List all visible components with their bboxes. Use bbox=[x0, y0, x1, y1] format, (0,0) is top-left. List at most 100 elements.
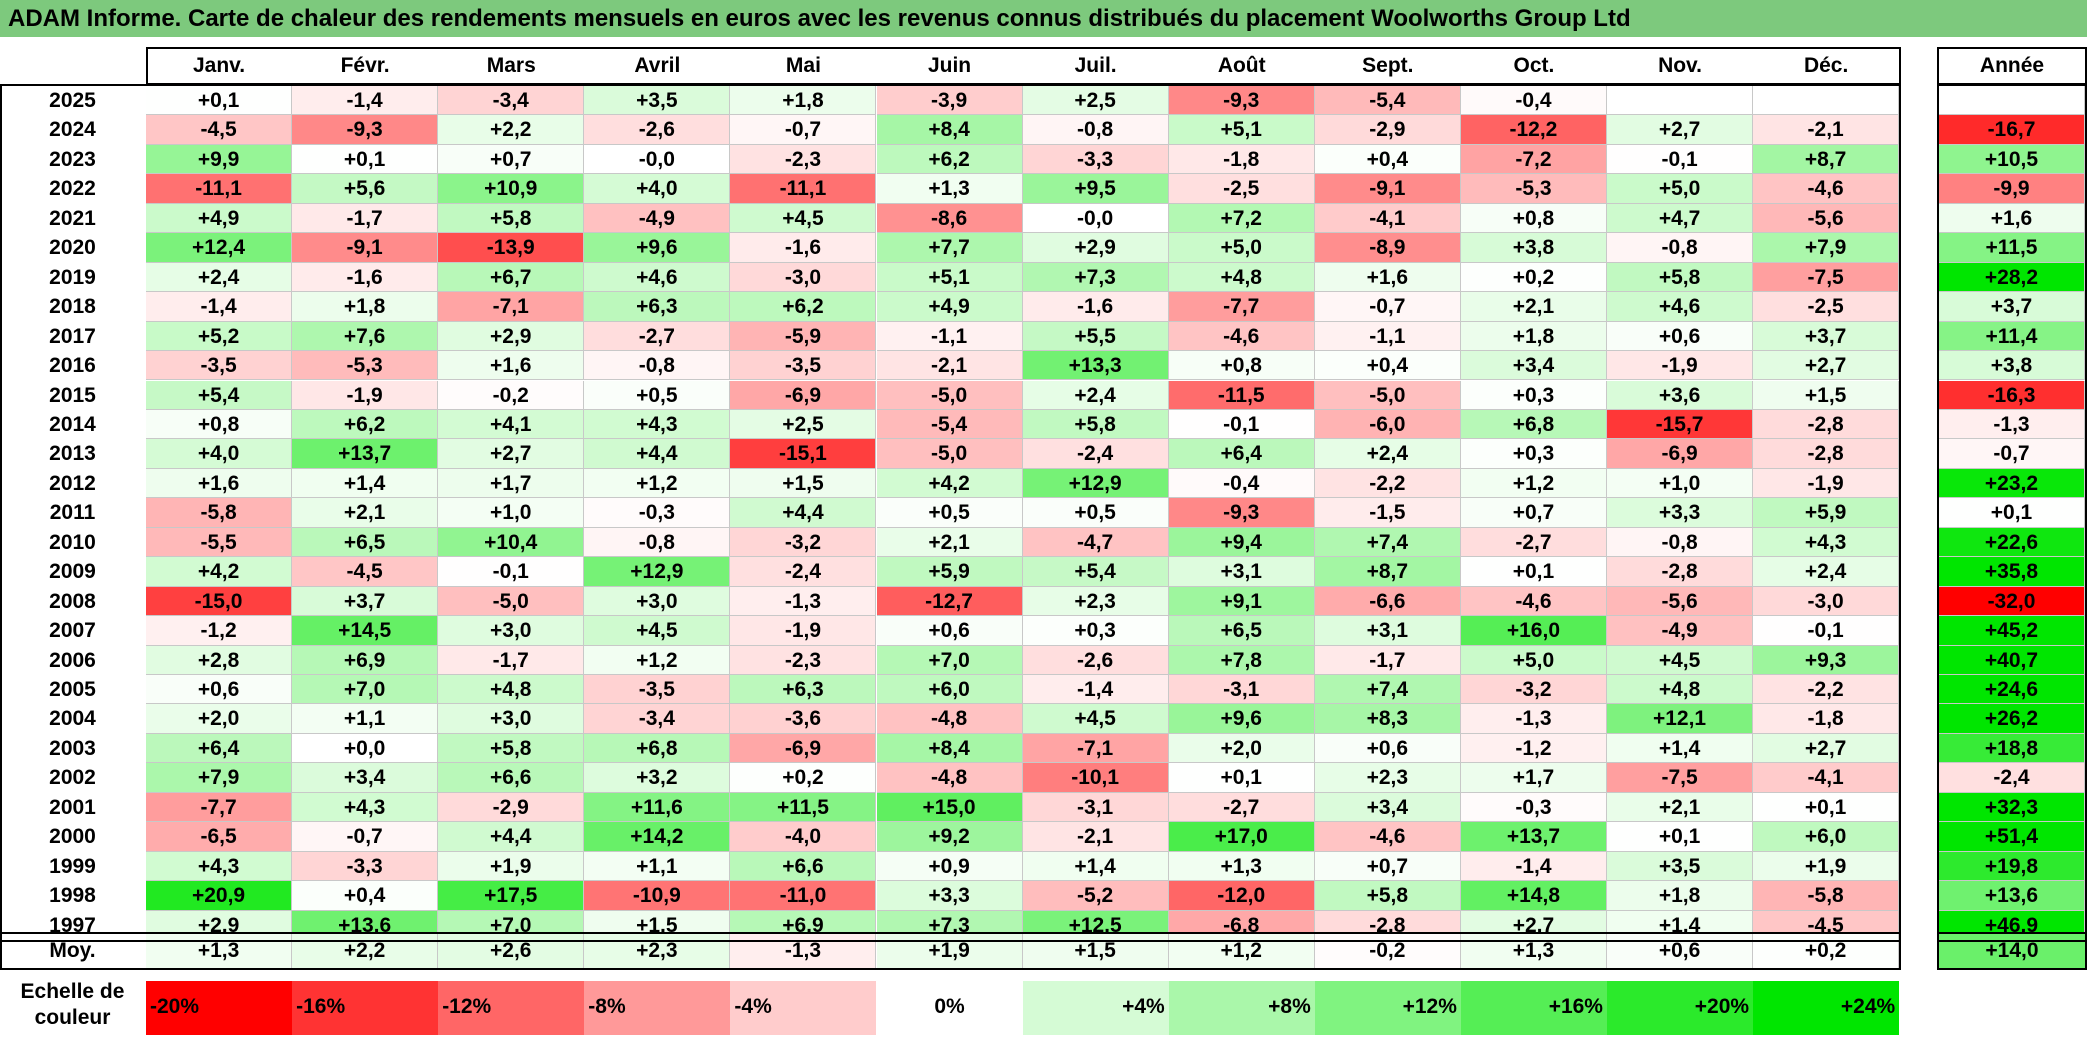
heatmap-cell: -4,8 bbox=[876, 763, 1023, 793]
heatmap-cell: -7,7 bbox=[146, 792, 293, 823]
average-cell: +1,2 bbox=[1168, 934, 1315, 968]
heatmap-cell: +0,8 bbox=[1168, 351, 1315, 381]
year-cell: -16,7 bbox=[1939, 115, 2085, 145]
year-cell: +45,2 bbox=[1939, 616, 2085, 646]
heatmap-cell: +5,8 bbox=[438, 733, 585, 764]
heatmap-cell: +1,2 bbox=[584, 468, 731, 499]
heatmap-cell: +5,8 bbox=[438, 203, 585, 234]
year-cell: +0,1 bbox=[1939, 498, 2085, 528]
heatmap-cell: +7,3 bbox=[1022, 262, 1169, 293]
column-header: Nov. bbox=[1607, 49, 1754, 83]
column-header: Mars bbox=[438, 49, 585, 83]
heatmap-cell: -1,4 bbox=[292, 86, 439, 116]
heatmap-cell: +2,5 bbox=[1022, 86, 1169, 116]
row-label: 2019 bbox=[0, 262, 145, 293]
heatmap-cell: +2,4 bbox=[146, 262, 293, 293]
year-cell: -16,3 bbox=[1939, 380, 2085, 410]
heatmap-cell: -3,2 bbox=[1460, 675, 1607, 705]
heatmap-cell: +1,6 bbox=[438, 351, 585, 381]
heatmap-cell: +9,6 bbox=[1168, 704, 1315, 734]
heatmap-cell: -0,7 bbox=[730, 115, 877, 145]
heatmap-cell: +1,3 bbox=[1168, 851, 1315, 882]
heatmap-cell: -5,0 bbox=[438, 586, 585, 617]
heatmap-cell: -6,6 bbox=[1314, 586, 1461, 617]
heatmap-cell: +7,4 bbox=[1314, 675, 1461, 705]
heatmap-cell: -2,5 bbox=[1168, 174, 1315, 204]
heatmap-cell: +0,3 bbox=[1022, 616, 1169, 646]
heatmap-cell: +2,9 bbox=[438, 321, 585, 352]
row-label: 2011 bbox=[0, 498, 145, 528]
heatmap-cell: -0,3 bbox=[1460, 792, 1607, 823]
row-label: 2022 bbox=[0, 174, 145, 204]
average-cell: +0,6 bbox=[1607, 934, 1754, 968]
heatmap-cell: +12,9 bbox=[1022, 468, 1169, 499]
column-header: Oct. bbox=[1460, 49, 1607, 83]
heatmap-cell: +4,6 bbox=[1607, 292, 1754, 322]
year-cell: +22,6 bbox=[1939, 527, 2085, 558]
heatmap-cell: +9,9 bbox=[146, 144, 293, 175]
heatmap-cell: -4,6 bbox=[1460, 586, 1607, 617]
row-label: 2001 bbox=[0, 792, 145, 823]
heatmap-cell: -1,7 bbox=[1314, 645, 1461, 675]
heatmap-cell: +1,0 bbox=[1607, 468, 1754, 499]
heatmap-cell: +16,0 bbox=[1460, 616, 1607, 646]
heatmap-cell: -0,0 bbox=[584, 144, 731, 175]
row-label: 2003 bbox=[0, 733, 145, 764]
year-cell: -9,9 bbox=[1939, 174, 2085, 204]
row-label: 2025 bbox=[0, 86, 145, 116]
heatmap-cell: -2,7 bbox=[1460, 527, 1607, 558]
year-cell: -2,4 bbox=[1939, 763, 2085, 793]
heatmap-cell: -6,5 bbox=[146, 822, 293, 852]
heatmap-cell: -2,1 bbox=[876, 351, 1023, 381]
heatmap-cell: +7,6 bbox=[292, 321, 439, 352]
heatmap-cell: -15,1 bbox=[730, 439, 877, 469]
heatmap-cell: -0,0 bbox=[1022, 203, 1169, 234]
column-header: Juin bbox=[876, 49, 1023, 83]
heatmap-cell: -2,6 bbox=[584, 115, 731, 145]
heatmap-cell: -0,1 bbox=[1607, 144, 1754, 175]
heatmap-cell: +4,5 bbox=[1022, 704, 1169, 734]
heatmap-cell: -9,1 bbox=[292, 233, 439, 263]
scale-swatch: +4% bbox=[1022, 981, 1169, 1035]
heatmap-cell: -5,3 bbox=[292, 351, 439, 381]
heatmap-cell: -1,6 bbox=[730, 233, 877, 263]
heatmap-cell: +1,6 bbox=[146, 468, 293, 499]
heatmap-cell bbox=[1753, 86, 1900, 116]
heatmap-cell: +6,6 bbox=[438, 763, 585, 793]
heatmap-cell: +4,7 bbox=[1607, 203, 1754, 234]
heatmap-cell: +5,0 bbox=[1168, 233, 1315, 263]
heatmap-cell: -0,1 bbox=[1168, 409, 1315, 440]
heatmap-cell: -11,1 bbox=[146, 174, 293, 204]
column-header: Avril bbox=[584, 49, 731, 83]
row-label: 2023 bbox=[0, 144, 145, 175]
heatmap-cell: +6,2 bbox=[876, 144, 1023, 175]
heatmap-cell: -12,2 bbox=[1460, 115, 1607, 145]
year-cell: +13,6 bbox=[1939, 881, 2085, 911]
heatmap-cell: -0,1 bbox=[438, 557, 585, 587]
row-label: 2013 bbox=[0, 439, 145, 469]
heatmap-cell: +2,1 bbox=[292, 498, 439, 528]
heatmap-cell: +6,5 bbox=[292, 527, 439, 558]
heatmap-cell: +6,2 bbox=[292, 409, 439, 440]
heatmap-cell: +9,2 bbox=[876, 822, 1023, 852]
heatmap-cell: +9,5 bbox=[1022, 174, 1169, 204]
heatmap-cell: -1,2 bbox=[146, 616, 293, 646]
heatmap-cell: +1,4 bbox=[1022, 851, 1169, 882]
heatmap-cell: -2,7 bbox=[1168, 792, 1315, 823]
heatmap-cell: +0,9 bbox=[876, 851, 1023, 882]
average-cell: +2,2 bbox=[292, 934, 439, 968]
scale-swatch: +8% bbox=[1168, 981, 1315, 1035]
heatmap-cell: +3,0 bbox=[438, 704, 585, 734]
heatmap-cell: -0,8 bbox=[1607, 233, 1754, 263]
heatmap-cell: -4,8 bbox=[876, 704, 1023, 734]
year-cell: +18,8 bbox=[1939, 733, 2085, 764]
heatmap-cell: +12,9 bbox=[584, 557, 731, 587]
heatmap-cell: +2,4 bbox=[1314, 439, 1461, 469]
heatmap-cell: -0,8 bbox=[1022, 115, 1169, 145]
heatmap-cell: +3,3 bbox=[1607, 498, 1754, 528]
heatmap-cell: -5,6 bbox=[1607, 586, 1754, 617]
heatmap-cell: -4,5 bbox=[146, 115, 293, 145]
heatmap-cell: -1,1 bbox=[876, 321, 1023, 352]
average-year-cell: +14,0 bbox=[1939, 934, 2085, 968]
heatmap-cell: +7,0 bbox=[292, 675, 439, 705]
